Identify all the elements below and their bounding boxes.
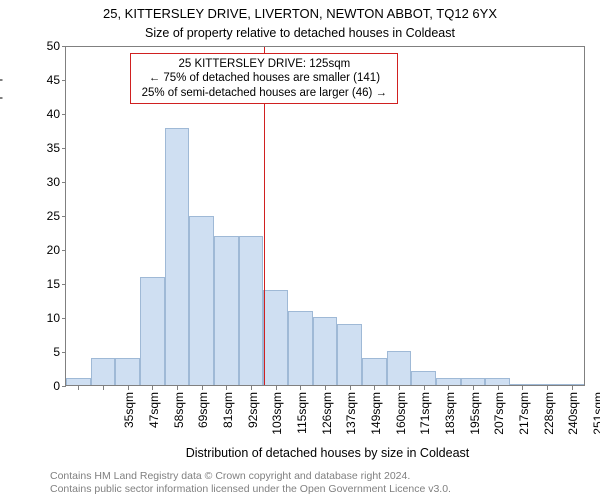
histogram-bar [140, 277, 164, 385]
histogram-bar [239, 236, 263, 385]
marker-annotation: 25 KITTERSLEY DRIVE: 125sqm← 75% of deta… [130, 53, 398, 104]
histogram-bar [362, 358, 386, 385]
x-tick-label: 251sqm [591, 392, 600, 442]
x-tick-mark [473, 386, 474, 390]
histogram-bar [214, 236, 238, 385]
y-tick-mark [62, 216, 66, 217]
y-tick-mark [62, 352, 66, 353]
x-tick-label: 47sqm [147, 392, 161, 442]
histogram-bar [436, 378, 460, 385]
x-tick-label: 217sqm [517, 392, 531, 442]
histogram-bar [91, 358, 115, 385]
x-tick-label: 126sqm [320, 392, 334, 442]
y-tick-mark [62, 284, 66, 285]
chart-container: 25, KITTERSLEY DRIVE, LIVERTON, NEWTON A… [0, 0, 600, 500]
x-tick-label: 240sqm [566, 392, 580, 442]
histogram-bar [337, 324, 361, 385]
y-tick-mark [62, 250, 66, 251]
x-tick-mark [498, 386, 499, 390]
histogram-bar [559, 384, 583, 385]
y-tick-label: 10 [30, 311, 60, 325]
x-tick-label: 160sqm [394, 392, 408, 442]
x-tick-mark [128, 386, 129, 390]
x-tick-mark [300, 386, 301, 390]
x-tick-mark [572, 386, 573, 390]
x-tick-label: 35sqm [122, 392, 136, 442]
y-tick-label: 15 [30, 277, 60, 291]
x-tick-label: 195sqm [468, 392, 482, 442]
histogram-bar [461, 378, 485, 385]
x-tick-label: 81sqm [221, 392, 235, 442]
x-tick-mark [276, 386, 277, 390]
y-tick-label: 5 [30, 345, 60, 359]
x-tick-label: 58sqm [172, 392, 186, 442]
histogram-bar [165, 128, 189, 385]
y-tick-mark [62, 80, 66, 81]
x-axis-label: Distribution of detached houses by size … [65, 446, 590, 460]
histogram-bar [115, 358, 139, 385]
y-tick-label: 50 [30, 39, 60, 53]
x-tick-label: 228sqm [542, 392, 556, 442]
x-tick-mark [374, 386, 375, 390]
y-tick-mark [62, 148, 66, 149]
x-tick-mark [350, 386, 351, 390]
x-tick-mark [424, 386, 425, 390]
x-tick-mark [152, 386, 153, 390]
x-tick-label: 115sqm [295, 392, 309, 442]
y-tick-label: 40 [30, 107, 60, 121]
y-tick-label: 0 [30, 379, 60, 393]
annotation-line: 25 KITTERSLEY DRIVE: 125sqm [137, 57, 391, 71]
x-tick-mark [78, 386, 79, 390]
histogram-bar [288, 311, 312, 385]
y-tick-label: 30 [30, 175, 60, 189]
x-tick-label: 149sqm [369, 392, 383, 442]
x-tick-mark [251, 386, 252, 390]
histogram-bar [263, 290, 287, 385]
x-tick-label: 207sqm [492, 392, 506, 442]
y-tick-mark [62, 182, 66, 183]
annotation-line: ← 75% of detached houses are smaller (14… [137, 71, 391, 85]
x-tick-label: 171sqm [418, 392, 432, 442]
footer-line-2: Contains public sector information licen… [50, 483, 588, 496]
x-tick-mark [448, 386, 449, 390]
histogram-bar [411, 371, 435, 385]
x-tick-label: 69sqm [196, 392, 210, 442]
x-tick-label: 183sqm [443, 392, 457, 442]
histogram-bar [66, 378, 90, 385]
y-tick-mark [62, 318, 66, 319]
footer-text: Contains HM Land Registry data © Crown c… [50, 470, 588, 496]
x-tick-mark [399, 386, 400, 390]
annotation-line: 25% of semi-detached houses are larger (… [137, 86, 391, 100]
x-tick-mark [103, 386, 104, 390]
histogram-bar [485, 378, 509, 385]
x-tick-mark [226, 386, 227, 390]
y-tick-label: 45 [30, 73, 60, 87]
plot-area: 25 KITTERSLEY DRIVE: 125sqm← 75% of deta… [65, 46, 585, 386]
histogram-bar [535, 384, 559, 385]
y-tick-label: 35 [30, 141, 60, 155]
x-tick-mark [325, 386, 326, 390]
x-tick-mark [202, 386, 203, 390]
x-tick-label: 137sqm [344, 392, 358, 442]
chart-subtitle: Size of property relative to detached ho… [0, 26, 600, 40]
x-tick-mark [177, 386, 178, 390]
histogram-bar [387, 351, 411, 385]
histogram-bar [510, 384, 534, 385]
y-tick-label: 25 [30, 209, 60, 223]
y-tick-mark [62, 386, 66, 387]
x-tick-mark [547, 386, 548, 390]
chart-title: 25, KITTERSLEY DRIVE, LIVERTON, NEWTON A… [0, 6, 600, 21]
x-tick-mark [522, 386, 523, 390]
histogram-bar [313, 317, 337, 385]
y-tick-mark [62, 114, 66, 115]
x-tick-label: 103sqm [270, 392, 284, 442]
histogram-bar [189, 216, 213, 385]
y-tick-label: 20 [30, 243, 60, 257]
footer-line-1: Contains HM Land Registry data © Crown c… [50, 470, 588, 483]
y-tick-mark [62, 46, 66, 47]
x-tick-label: 92sqm [246, 392, 260, 442]
y-axis-label: Number of detached properties [0, 164, 3, 336]
